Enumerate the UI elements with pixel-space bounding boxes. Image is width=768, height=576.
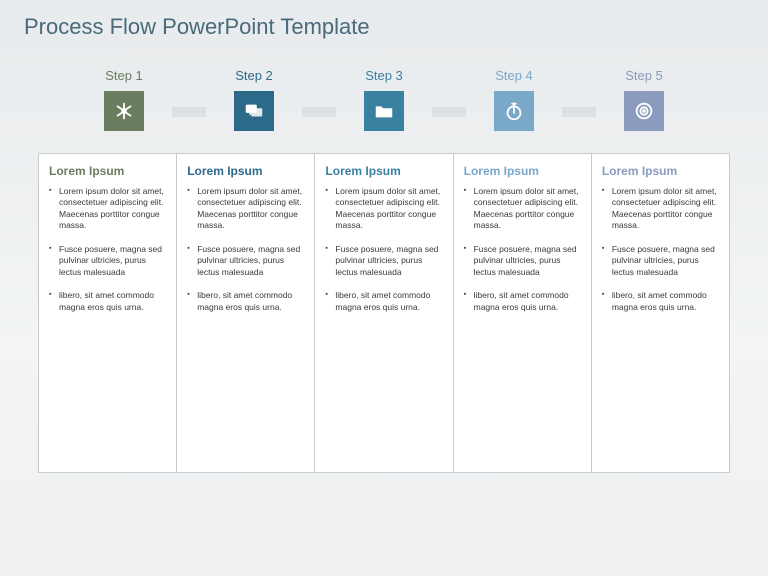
card-title: Lorem Ipsum [464, 164, 581, 178]
step-4: Step 4 [454, 68, 574, 131]
card-title: Lorem Ipsum [602, 164, 719, 178]
bullet-item: Fusce posuere, magna sed pulvinar ultric… [49, 244, 166, 278]
bullet-list: Lorem ipsum dolor sit amet, consectetuer… [49, 186, 166, 313]
stopwatch-icon [494, 91, 534, 131]
bullet-item: Lorem ipsum dolor sit amet, consectetuer… [49, 186, 166, 232]
bullet-item: Lorem ipsum dolor sit amet, consectetuer… [325, 186, 442, 232]
bullet-item: libero, sit amet commodo magna eros quis… [602, 290, 719, 313]
bullet-item: Lorem ipsum dolor sit amet, consectetuer… [602, 186, 719, 232]
asterisk-icon [104, 91, 144, 131]
connector [172, 107, 206, 117]
step-label: Step 4 [495, 68, 533, 83]
bullet-item: Fusce posuere, magna sed pulvinar ultric… [602, 244, 719, 278]
card-1: Lorem Ipsum Lorem ipsum dolor sit amet, c… [38, 153, 177, 473]
card-3: Lorem Ipsum Lorem ipsum dolor sit amet, c… [314, 153, 453, 473]
bullet-item: Lorem ipsum dolor sit amet, consectetuer… [464, 186, 581, 232]
card-2: Lorem Ipsum Lorem ipsum dolor sit amet, c… [176, 153, 315, 473]
step-label: Step 2 [235, 68, 273, 83]
connector [562, 107, 596, 117]
steps-row: Step 1 Step 2 Step 3 Step 4 Step 5 [0, 68, 768, 131]
bullet-item: Fusce posuere, magna sed pulvinar ultric… [325, 244, 442, 278]
bullet-list: Lorem ipsum dolor sit amet, consectetuer… [464, 186, 581, 313]
bullet-item: Fusce posuere, magna sed pulvinar ultric… [187, 244, 304, 278]
step-1: Step 1 [64, 68, 184, 131]
bullet-list: Lorem ipsum dolor sit amet, consectetuer… [602, 186, 719, 313]
step-label: Step 1 [105, 68, 143, 83]
step-3: Step 3 [324, 68, 444, 131]
card-title: Lorem Ipsum [49, 164, 166, 178]
card-title: Lorem Ipsum [187, 164, 304, 178]
bullet-item: libero, sit amet commodo magna eros quis… [49, 290, 166, 313]
card-4: Lorem Ipsum Lorem ipsum dolor sit amet, c… [453, 153, 592, 473]
step-2: Step 2 [194, 68, 314, 131]
connector [432, 107, 466, 117]
step-label: Step 3 [365, 68, 403, 83]
title-text: Process Flow PowerPoint Template [24, 14, 370, 39]
page-title: Process Flow PowerPoint Template [0, 0, 768, 40]
bullet-list: Lorem ipsum dolor sit amet, consectetuer… [325, 186, 442, 313]
folder-icon [364, 91, 404, 131]
chat-icon [234, 91, 274, 131]
target-icon [624, 91, 664, 131]
bullet-item: Lorem ipsum dolor sit amet, consectetuer… [187, 186, 304, 232]
step-label: Step 5 [625, 68, 663, 83]
bullet-item: Fusce posuere, magna sed pulvinar ultric… [464, 244, 581, 278]
step-5: Step 5 [584, 68, 704, 131]
bullet-item: libero, sit amet commodo magna eros quis… [187, 290, 304, 313]
cards-row: Lorem Ipsum Lorem ipsum dolor sit amet, c… [0, 153, 768, 473]
connector [302, 107, 336, 117]
card-5: Lorem Ipsum Lorem ipsum dolor sit amet, c… [591, 153, 730, 473]
bullet-item: libero, sit amet commodo magna eros quis… [325, 290, 442, 313]
bullet-item: libero, sit amet commodo magna eros quis… [464, 290, 581, 313]
bullet-list: Lorem ipsum dolor sit amet, consectetuer… [187, 186, 304, 313]
card-title: Lorem Ipsum [325, 164, 442, 178]
